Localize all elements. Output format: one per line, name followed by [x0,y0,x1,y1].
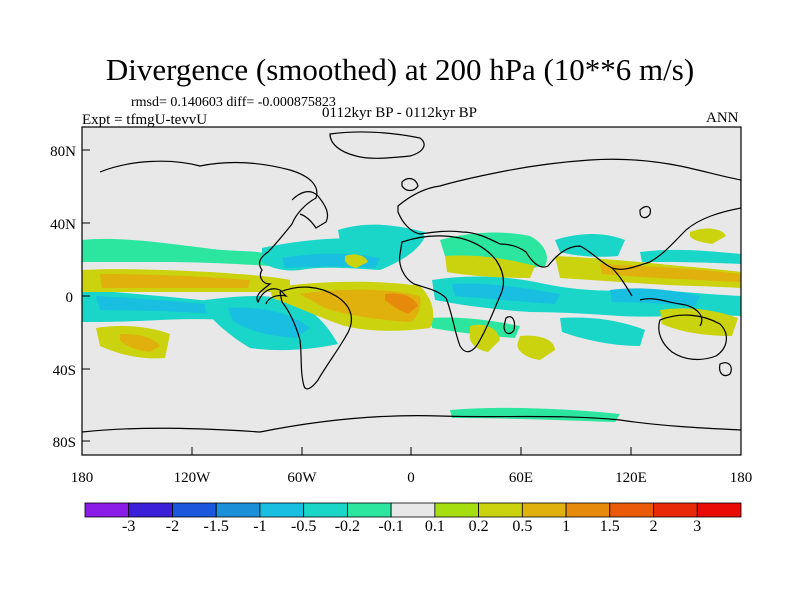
latitude-axis: 80N 40N 0 40S 80S [50,144,90,451]
australia-coast [658,314,727,361]
colorbar-tick-label: 0.5 [512,518,533,535]
experiment-label: Expt = tfmgU-tevvU [82,112,208,128]
southeast-asia-coast [611,267,633,297]
colorbar-tick-label: -0.2 [334,518,361,535]
longitude-axis: 180 120W 60W 0 60E 120E 180 [71,447,753,486]
colorbar-swatch [653,502,698,518]
colorbar-tick-label: 1 [562,518,571,535]
colorbar-swatch [521,502,567,518]
rmsd-diff-stats: rmsd= 0.140603 diff= -0.000875823 [131,95,336,110]
indonesia-coast [639,298,703,327]
field-pos-region [600,264,741,282]
colorbar-swatch [215,502,261,518]
lon-tick-label: 0 [407,470,415,486]
japan-coast [639,205,651,219]
lon-tick-label: 120E [615,470,647,486]
field-pos-region [100,274,250,288]
colorbar-tick-label: -2 [165,518,180,535]
british-isles-coast [401,177,419,192]
colorbar-swatch [390,502,436,518]
antarctica-coast [82,415,741,433]
colorbar-swatch [696,502,742,518]
field-neg-region [96,296,230,314]
field-neg-region [452,283,560,304]
colorbar-tick-label: -1.5 [203,518,229,535]
lat-tick-label: 80N [50,144,76,160]
lon-tick-label: 180 [71,470,94,486]
colorbar-swatch [609,502,654,518]
field-pos-region [344,254,368,268]
field-neg-region [338,224,425,242]
madagascar-coast [503,316,516,335]
lat-tick-label: 80S [53,435,76,451]
lon-tick-label: 180 [730,470,753,486]
lon-tick-label: 60W [287,470,317,486]
colorbar-swatch [84,502,130,518]
colorbar-swatch [259,502,305,518]
lat-tick-label: 40N [50,217,76,233]
colorbar-swatch [478,502,523,518]
field-pos-region [120,334,160,352]
field-neg-region [228,307,310,338]
field-neg-region [555,234,625,257]
lat-tick-label: 40S [53,363,76,379]
colorbar-tick-label: -1 [253,518,267,535]
field-neg-region [610,288,700,306]
field-neg-region [640,249,741,264]
field-neg-region [560,317,645,346]
colorbar-tick-label: 0.2 [468,518,489,535]
hudson-coast [291,191,329,229]
divergence-field [82,224,741,422]
field-pos-region [385,293,418,314]
coastlines [82,131,741,433]
colorbar-swatch [128,502,173,518]
eurasia-coast [397,158,741,270]
colorbar-labels: -3 -2 -1.5 -1 -0.5 -0.2 -0.1 0.1 0.2 0.5 1 1.5 2 3 [0,518,800,538]
lat-tick-label: 0 [66,290,74,306]
colorbar-swatch [346,502,392,518]
lon-tick-label: 120W [174,470,212,486]
field-pos-region [517,335,555,360]
north-america-coast [99,160,318,305]
greenland-coast [329,131,425,159]
field-pos-region [445,255,535,278]
colorbar-swatch [434,502,479,518]
colorbar-swatch [303,502,348,518]
field-neg-region [82,238,270,266]
new-zealand-coast [719,362,732,377]
colorbar [84,502,742,518]
plot-title: Divergence (smoothed) at 200 hPa (10**6 … [105,52,695,87]
colorbar-swatch [565,502,611,518]
period-label: 0112kyr BP - 0112kyr BP [322,105,478,121]
season-label: ANN [706,110,739,126]
colorbar-swatch [172,502,217,518]
colorbar-tick-label: 3 [693,518,702,535]
south-america-coast [279,286,353,390]
lon-tick-label: 60E [509,470,533,486]
colorbar-tick-label: -0.5 [290,518,317,535]
colorbar-tick-label: 2 [649,518,658,535]
field-pos-region [690,228,726,244]
field-neg-region [450,407,620,422]
colorbar-tick-label: 1.5 [599,518,620,535]
colorbar-tick-label: -3 [122,518,136,535]
colorbar-tick-label: -0.1 [378,518,404,535]
colorbar-tick-label: 0.1 [424,518,445,535]
africa-coast [399,235,505,353]
field-neg-region [440,232,547,270]
